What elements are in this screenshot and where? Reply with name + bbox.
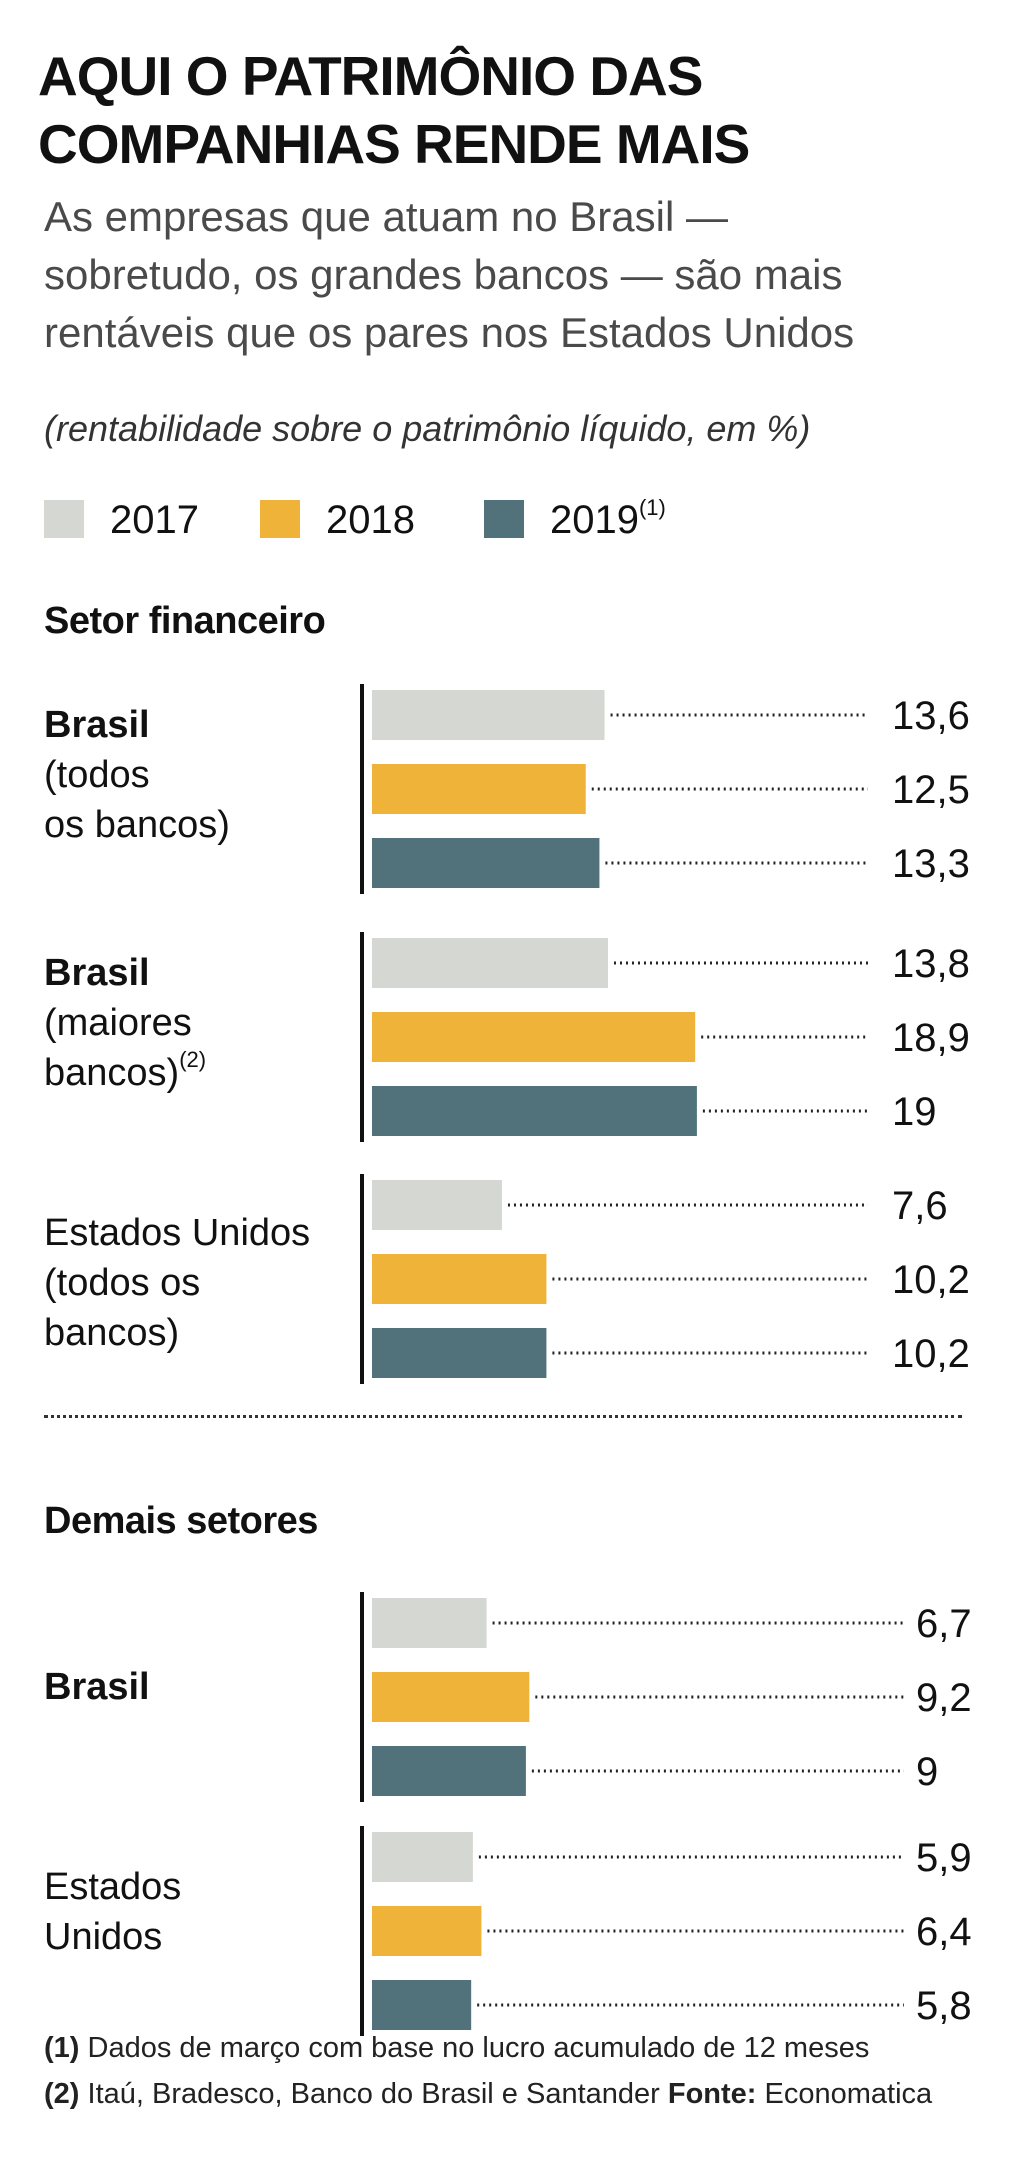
title-line-1: AQUI O PATRIMÔNIO DAS	[38, 45, 703, 107]
legend-label-2018: 2018	[326, 498, 415, 542]
bar	[372, 1328, 547, 1378]
bar	[372, 764, 586, 814]
bar-value-label: 10,2	[892, 1258, 970, 1302]
bar	[372, 1832, 473, 1882]
subtitle-line-1: As empresas que atuam no Brasil —	[44, 193, 728, 240]
bar	[372, 690, 605, 740]
group-label-line: os bancos)	[44, 804, 230, 846]
legend-label-2019: 2019(1)	[550, 495, 666, 543]
bar-value-label: 18,9	[892, 1016, 970, 1060]
legend-label-2017: 2017	[110, 498, 199, 542]
bar	[372, 1012, 696, 1062]
group-label-line: (todos	[44, 754, 150, 796]
group-label-line: Unidos	[44, 1916, 163, 1958]
bar	[372, 1672, 530, 1722]
legend-swatch-2019	[484, 500, 524, 538]
bar	[372, 1180, 502, 1230]
subtitle-line-3: rentáveis que os pares nos Estados Unido…	[44, 309, 855, 356]
bar-value-label: 6,4	[916, 1910, 972, 1954]
legend-swatch-2017	[44, 500, 84, 538]
group-label-line: (maiores	[44, 1002, 192, 1044]
bar-value-label: 5,8	[916, 1984, 972, 2028]
footnote-1: (1) Dados de março com base no lucro acu…	[44, 2032, 870, 2064]
unit-note: (rentabilidade sobre o patrimônio líquid…	[44, 408, 811, 449]
bar-value-label: 7,6	[892, 1184, 948, 1228]
legend: 2017 2018 2019(1)	[44, 488, 944, 544]
bar	[372, 1980, 472, 2030]
group-label-brasil-demais: Brasil	[44, 1662, 354, 1712]
bar-value-label: 12,5	[892, 768, 970, 812]
group-label-line: Estados	[44, 1866, 182, 1908]
bar-value-label: 10,2	[892, 1332, 970, 1376]
group-label-brasil-todos: Brasil (todos os bancos)	[44, 700, 354, 850]
group-label-line: Brasil	[44, 952, 150, 994]
legend-swatch-2018	[260, 500, 300, 538]
group-label-brasil-maiores: Brasil (maiores bancos)(2)	[44, 948, 354, 1098]
footnote-2: (2) Itaú, Bradesco, Banco do Brasil e Sa…	[44, 2078, 933, 2110]
group-label-eua-todos: Estados Unidos (todos os bancos)	[44, 1208, 354, 1358]
group-label-line: (todos os	[44, 1262, 201, 1304]
bar-value-label: 13,3	[892, 842, 970, 886]
group-label-line: Brasil	[44, 1666, 150, 1708]
chart-title: AQUI O PATRIMÔNIO DAS COMPANHIAS RENDE M…	[38, 42, 998, 178]
chart-subtitle: As empresas que atuam no Brasil — sobret…	[44, 188, 1004, 362]
section-title-demais: Demais setores	[44, 1500, 318, 1542]
subtitle-line-2: sobretudo, os grandes bancos — são mais	[44, 251, 843, 298]
bar-value-label: 19	[892, 1090, 937, 1134]
source-label: Fonte:	[667, 2078, 757, 2110]
bar-value-label: 5,9	[916, 1836, 972, 1880]
title-line-2: COMPANHIAS RENDE MAIS	[38, 113, 750, 175]
bar-value-label: 9,2	[916, 1676, 972, 1720]
bar	[372, 1254, 547, 1304]
group-label-line: bancos)	[44, 1312, 180, 1354]
bar-value-label: 6,7	[916, 1602, 972, 1646]
group-label-eua-demais: Estados Unidos	[44, 1862, 354, 1962]
bar-value-label: 9	[916, 1750, 938, 1794]
footnotes: (1) Dados de março com base no lucro acu…	[44, 2025, 1014, 2117]
bar	[372, 1746, 526, 1796]
bar-value-label: 13,8	[892, 942, 970, 986]
bar	[372, 1906, 482, 1956]
group-label-line: Brasil	[44, 704, 150, 746]
section-title-financeiro: Setor financeiro	[44, 600, 326, 642]
group-label-line: Estados Unidos	[44, 1212, 311, 1254]
section-separator	[44, 1415, 962, 1418]
bar	[372, 1598, 487, 1648]
bar	[372, 938, 608, 988]
bar	[372, 838, 600, 888]
bar-value-label: 13,6	[892, 694, 970, 738]
group-label-line: bancos)(2)	[44, 1047, 207, 1095]
bar	[372, 1086, 697, 1136]
footnote-mark-2: (2)	[179, 1047, 207, 1072]
